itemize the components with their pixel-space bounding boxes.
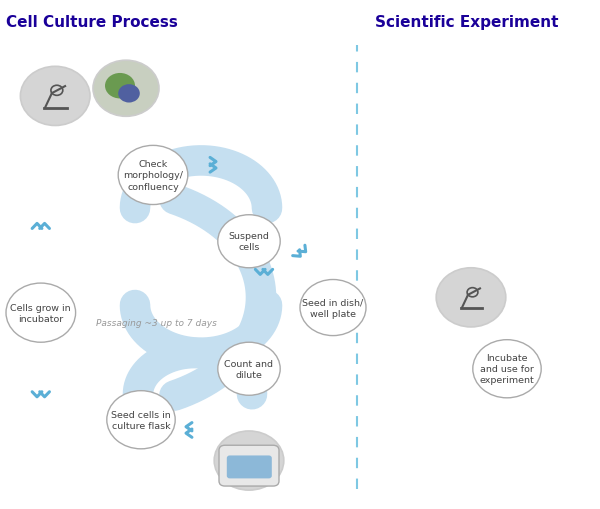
- Text: Seed in dish/
well plate: Seed in dish/ well plate: [302, 298, 364, 318]
- Text: Cells grow in
incubator: Cells grow in incubator: [10, 303, 71, 323]
- Text: Scientific Experiment: Scientific Experiment: [375, 15, 559, 30]
- Circle shape: [118, 146, 188, 205]
- Circle shape: [214, 431, 284, 490]
- FancyBboxPatch shape: [227, 456, 272, 478]
- Circle shape: [218, 343, 280, 395]
- FancyBboxPatch shape: [219, 445, 279, 486]
- Circle shape: [118, 85, 140, 103]
- Circle shape: [436, 268, 506, 327]
- Circle shape: [6, 284, 76, 343]
- Text: Suspend
cells: Suspend cells: [229, 232, 269, 252]
- Circle shape: [93, 61, 159, 117]
- Circle shape: [107, 391, 175, 449]
- Circle shape: [20, 67, 90, 126]
- Text: Count and
dilute: Count and dilute: [224, 359, 274, 379]
- Text: Check
morphology/
confluency: Check morphology/ confluency: [123, 160, 183, 191]
- Circle shape: [300, 280, 366, 336]
- Circle shape: [473, 340, 541, 398]
- Text: Incubate
and use for
experiment: Incubate and use for experiment: [479, 353, 535, 385]
- Text: Seed cells in
culture flask: Seed cells in culture flask: [111, 410, 171, 430]
- Circle shape: [105, 74, 135, 99]
- Circle shape: [218, 215, 280, 268]
- Text: Passaging ~3 up to 7 days: Passaging ~3 up to 7 days: [96, 319, 217, 328]
- Text: Cell Culture Process: Cell Culture Process: [6, 15, 178, 30]
